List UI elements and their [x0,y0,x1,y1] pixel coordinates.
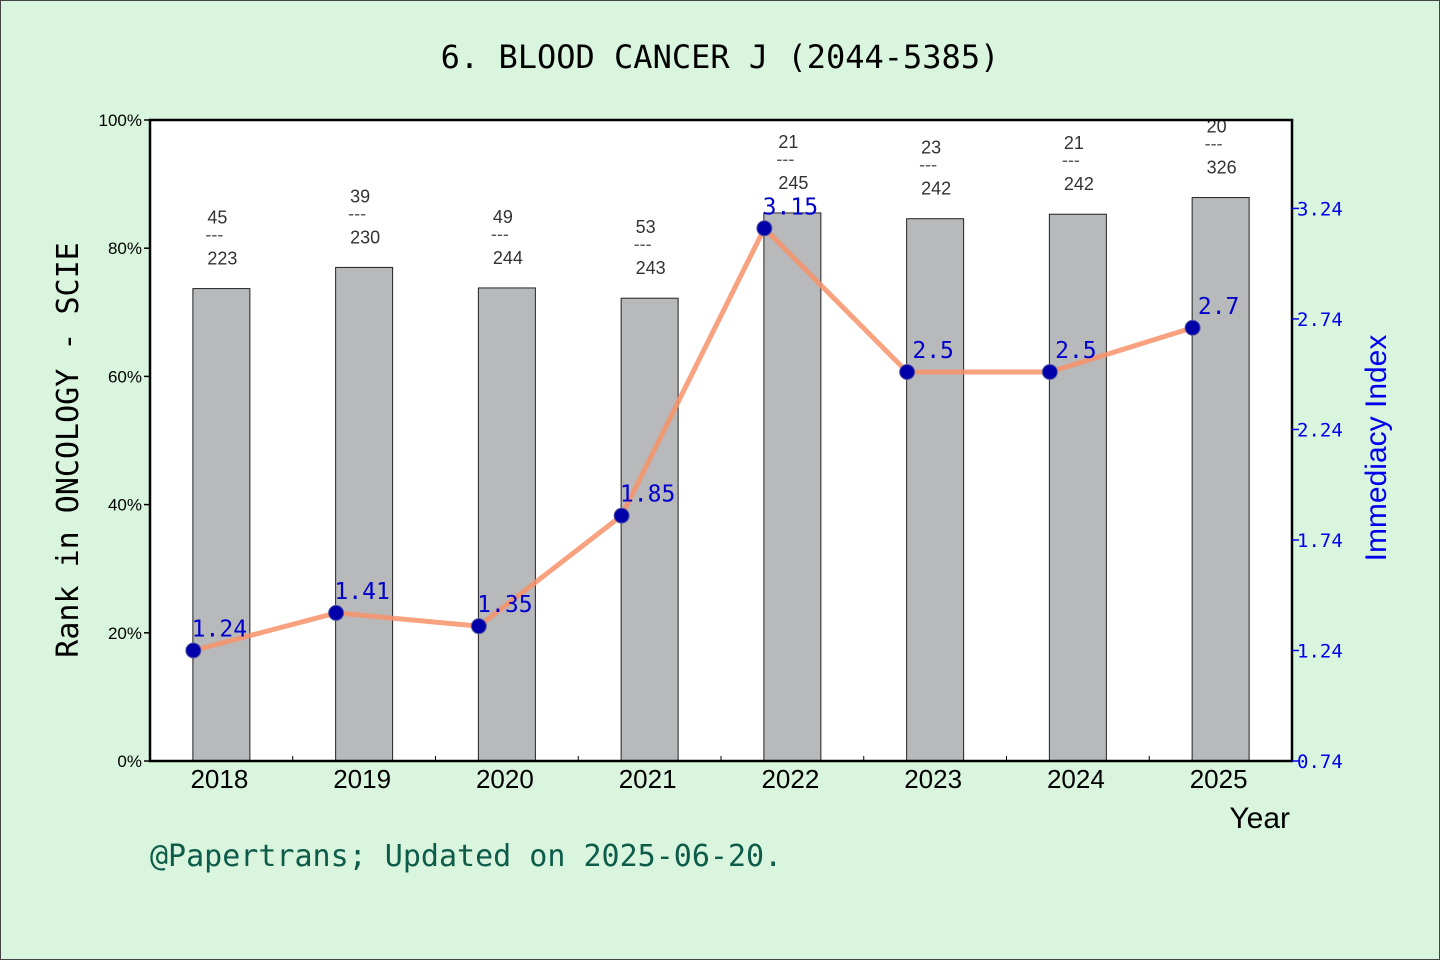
rank-separator-2022: --- [776,149,794,169]
rank-total-2020: 244 [493,248,523,268]
rank-label-2018: 45 [207,208,227,228]
x-tick-label-2020: 2020 [476,764,534,794]
y2-tick-label: 0.74 [1297,751,1343,773]
immediacy-label-2020: 1.35 [477,592,532,618]
y2-axis-label: Immediacy Index [1360,335,1393,562]
rank-separator-2024: --- [1062,150,1080,170]
bar-2025 [1191,197,1250,762]
bars-layer: 45---22339---23049---24453---24321---245… [192,117,1250,762]
immediacy-label-2023: 2.5 [912,338,954,364]
chart-title: 6. BLOOD CANCER J (2044-5385) [441,38,1000,76]
bar-2022 [763,212,822,762]
y2-tick-label: 1.74 [1297,530,1343,552]
y-tick-label: 60% [108,367,142,386]
y-tick-label: 40% [108,496,142,515]
immediacy-label-2021: 1.85 [620,482,675,508]
bar-2021 [620,297,679,762]
x-tick-label-2021: 2021 [619,764,677,794]
rank-total-2023: 242 [921,179,951,199]
x-tick-label-2025: 2025 [1190,764,1248,794]
immediacy-label-2022: 3.15 [763,194,818,220]
immediacy-point-2019 [328,604,345,621]
rank-total-2024: 242 [1064,174,1094,194]
rank-label-2024: 21 [1064,133,1084,153]
rank-total-2018: 223 [207,249,237,269]
immediacy-point-2024 [1041,363,1058,380]
x-tick-label-2019: 2019 [333,764,391,794]
y2-tick-label: 2.74 [1297,309,1343,331]
bar-2018 [192,288,251,762]
immediacy-point-2025 [1184,319,1201,336]
y2-tick-label: 1.24 [1297,640,1343,662]
x-tick-label-2023: 2023 [904,764,962,794]
y-tick-label: 80% [108,239,142,258]
bar-2019 [335,266,394,762]
bar-2024 [1048,213,1107,762]
rank-total-2022: 245 [778,173,808,193]
x-tick-label-2018: 2018 [190,764,248,794]
rank-total-2021: 243 [636,258,666,278]
x-axis-label: Year [1229,802,1290,835]
immediacy-point-2023 [899,363,916,380]
rank-separator-2020: --- [491,224,509,244]
axes-layer: 0% 20% 40% 60% 80% 100% 0.74 1.24 1.74 2.24 2.74 3.… [99,111,1343,794]
immediacy-point-2021 [613,507,630,524]
rank-label-2025: 20 [1207,117,1227,137]
immediacy-point-2018 [185,642,202,659]
bar-2023 [906,218,965,762]
line-layer: 1.24 1.41 1.35 1.85 3.15 2.5 2.5 2.7 [185,194,1240,659]
y-tick-label: 0% [117,752,142,771]
immediacy-point-2022 [756,220,773,237]
rank-label-2020: 49 [493,207,513,227]
y-tick-label: 100% [99,111,142,130]
immediacy-line [192,225,1194,653]
plot-area [150,120,1292,761]
rank-total-2019: 230 [350,227,380,247]
footer-credit: @Papertrans; Updated on 2025-06-20. [150,839,782,874]
rank-separator-2018: --- [205,225,223,245]
immediacy-label-2024: 2.5 [1055,338,1097,364]
rank-separator-2019: --- [348,203,366,223]
immediacy-point-2020 [470,618,487,635]
immediacy-label-2019: 1.41 [334,579,389,605]
rank-label-2023: 23 [921,138,941,158]
bar-2020 [477,287,536,762]
rank-label-2021: 53 [636,217,656,237]
x-tick-label-2024: 2024 [1047,764,1105,794]
x-tick-label-2022: 2022 [761,764,819,794]
y2-tick-label: 2.24 [1297,419,1343,441]
immediacy-label-2025: 2.7 [1198,294,1240,320]
rank-separator-2025: --- [1205,134,1223,154]
rank-total-2025: 326 [1207,158,1237,178]
rank-label-2022: 21 [778,132,798,152]
rank-separator-2023: --- [919,155,937,175]
rank-separator-2021: --- [634,234,652,254]
immediacy-label-2018: 1.24 [192,616,247,642]
y-axis-label: Rank in ONCOLOGY - SCIE [51,242,86,657]
y-tick-label: 20% [108,624,142,643]
rank-label-2019: 39 [350,186,370,206]
y2-tick-label: 3.24 [1297,198,1343,220]
